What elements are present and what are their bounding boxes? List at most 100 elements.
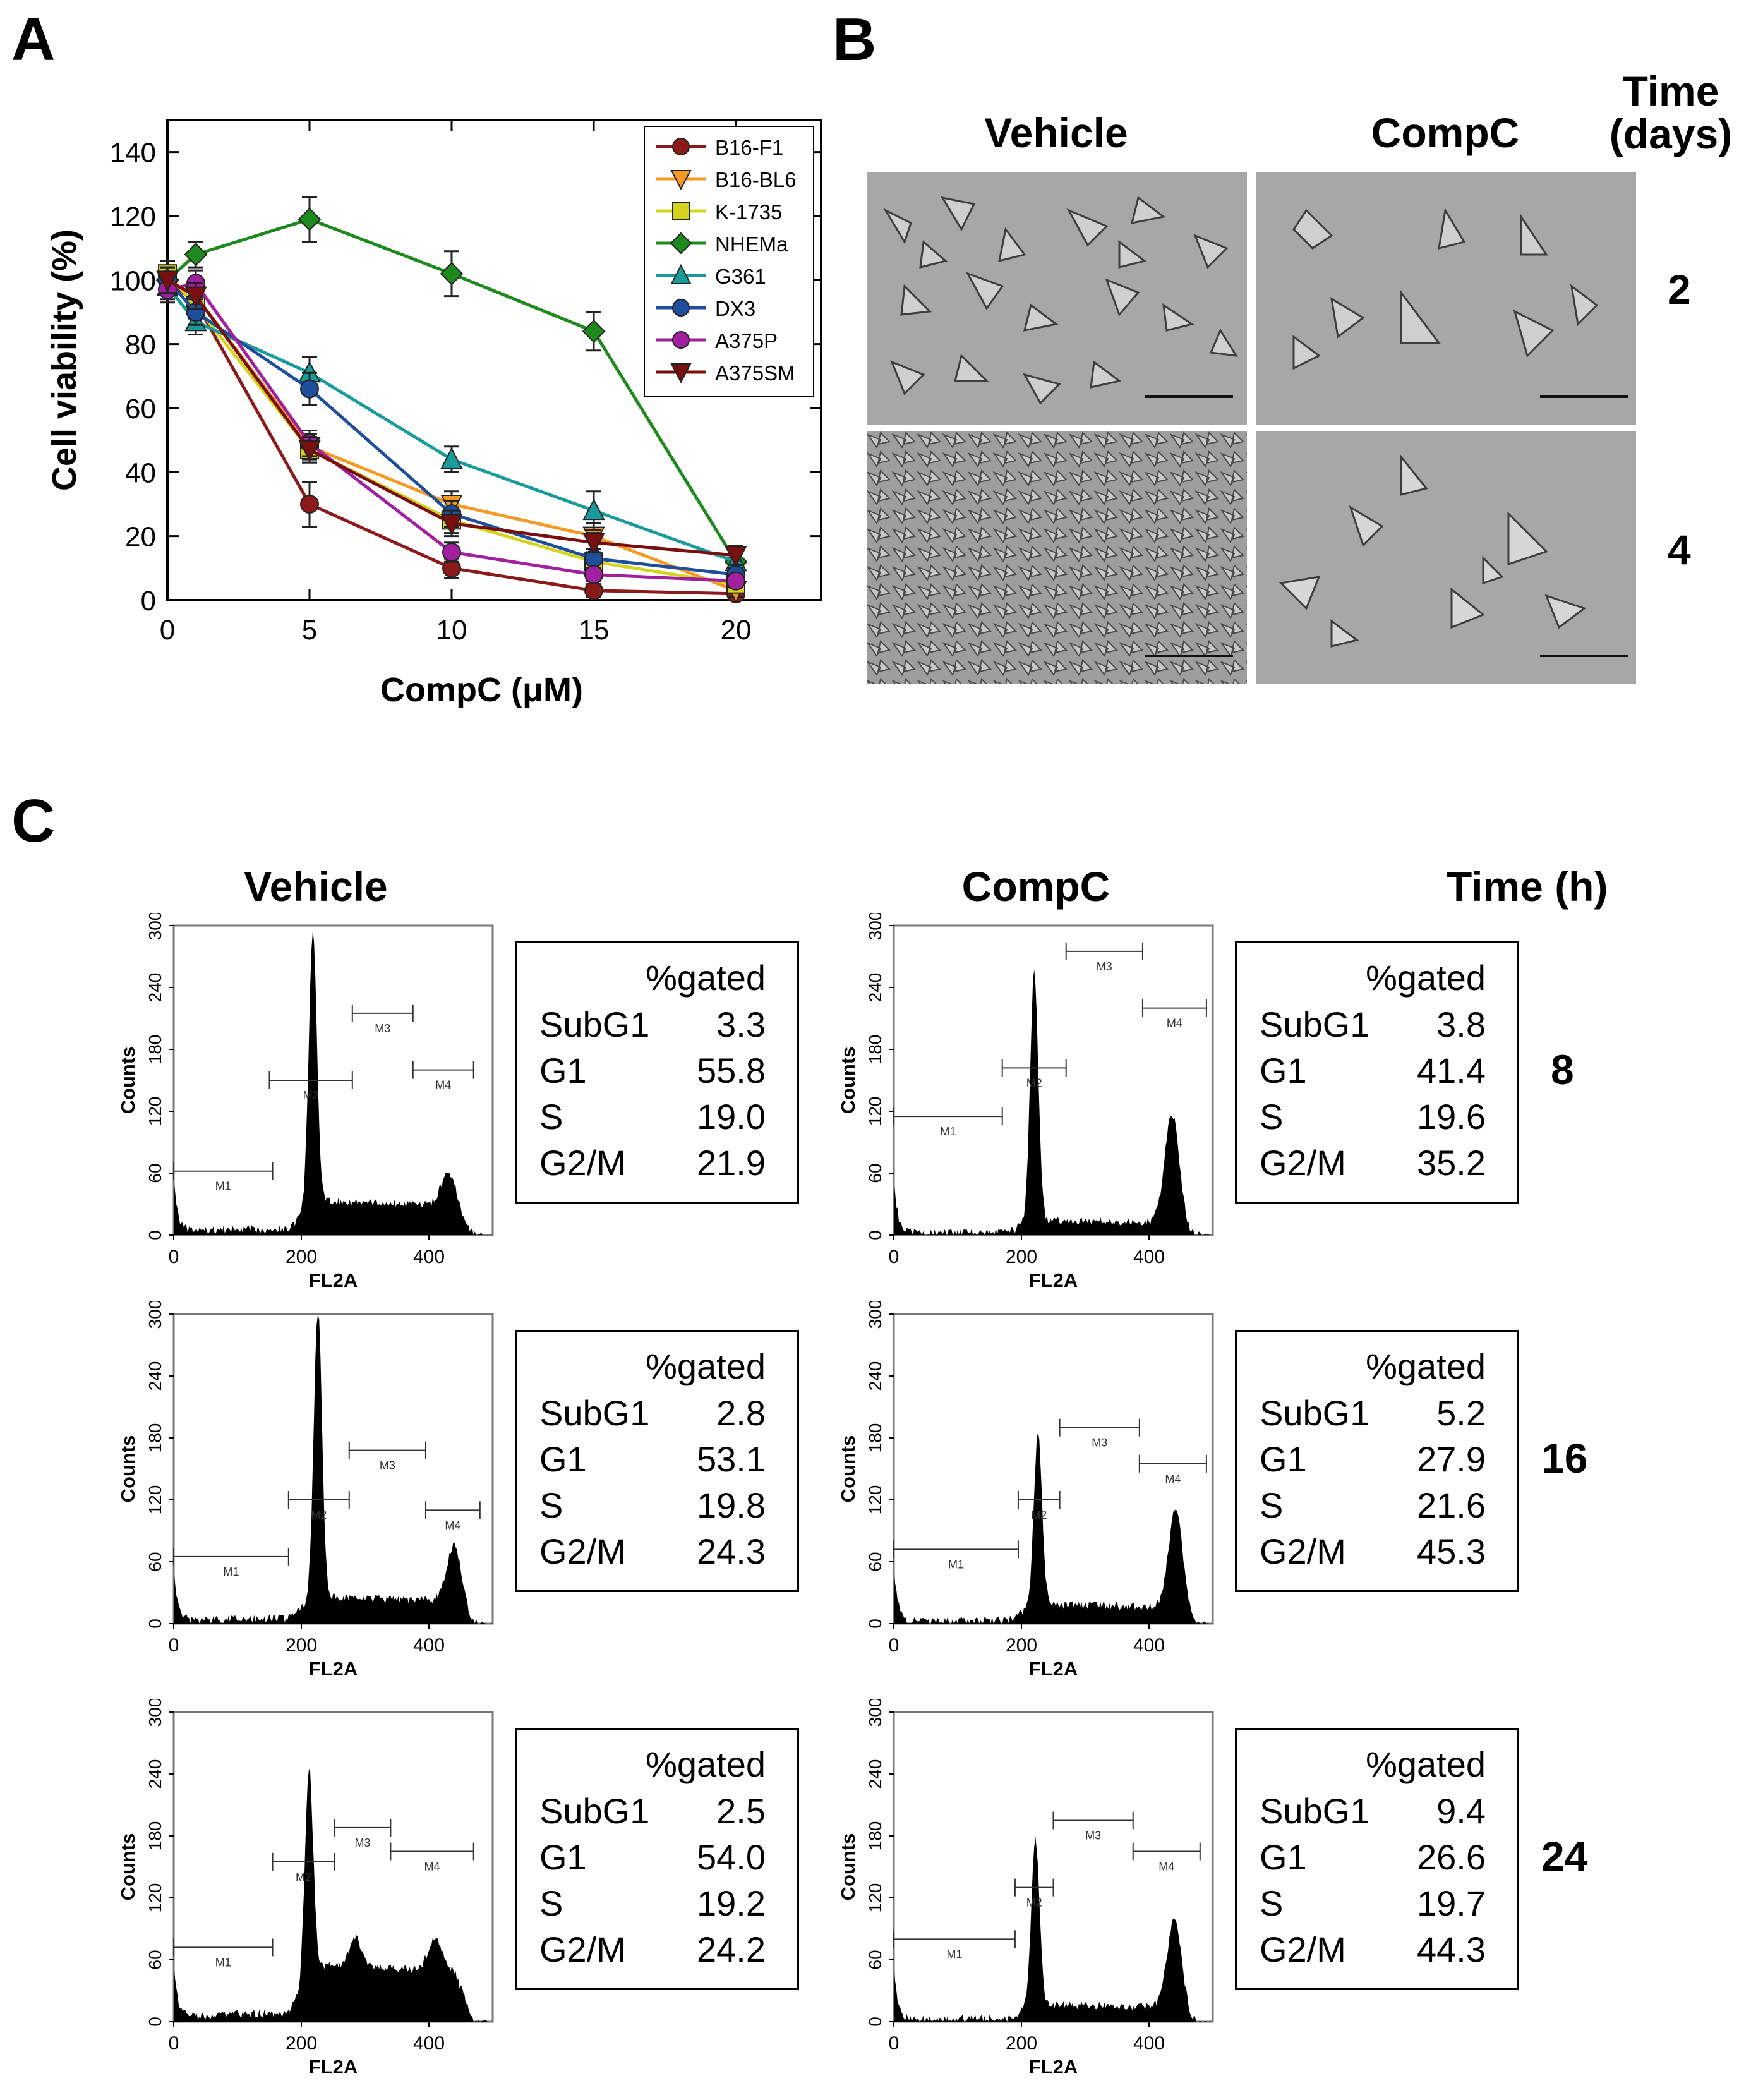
gated-table-header: %gated — [646, 958, 766, 998]
panel-letter-c: C — [11, 787, 56, 855]
data-point — [298, 440, 321, 462]
phase-label: S — [539, 1883, 563, 1923]
gate-label: M2 — [296, 1871, 311, 1883]
x-tick-label: 400 — [413, 1246, 445, 1267]
legend-label: DX3 — [715, 297, 755, 320]
x-tick-label: 200 — [286, 1635, 317, 1656]
viability-chart: 0 20 40 60 80 100 120 140 0 5 10 15 20 CompC (μM) Cell… — [45, 119, 822, 709]
y-axis-label: Counts — [837, 1047, 859, 1114]
y-tick-label: 300 — [865, 1699, 885, 1727]
y-tick-label: 60 — [145, 1552, 165, 1571]
phase-label: G1 — [1260, 1837, 1307, 1877]
x-tick-label: 20 — [721, 615, 752, 646]
data-point — [440, 514, 463, 536]
phase-value: 21.6 — [1417, 1485, 1486, 1525]
panel-b-time-header: Time (days) — [1608, 69, 1734, 155]
x-tick-label: 0 — [160, 615, 175, 646]
x-axis-label: FL2A — [309, 2056, 358, 2078]
y-tick-label: 240 — [865, 1361, 885, 1391]
panel-b-compc-header: CompC — [1371, 109, 1520, 156]
y-tick-label: 300 — [865, 1301, 885, 1329]
phase-label: G2/M — [1260, 1531, 1346, 1571]
x-tick-label: 200 — [286, 1246, 317, 1267]
y-tick-label: 0 — [141, 586, 156, 617]
phase-label: G1 — [1260, 1051, 1307, 1090]
y-tick-label: 0 — [865, 1619, 885, 1629]
data-point — [298, 207, 322, 231]
y-tick-label: 240 — [865, 1759, 885, 1789]
phase-value: 19.7 — [1417, 1883, 1486, 1923]
x-tick-label: 0 — [169, 1635, 179, 1656]
phase-label: G2/M — [539, 1929, 626, 1969]
x-tick-label: 0 — [169, 2033, 179, 2054]
gate-label: M2 — [1031, 1509, 1047, 1521]
y-tick-label: 0 — [865, 1230, 885, 1240]
x-tick-label: 5 — [302, 615, 317, 646]
x-tick-label: 200 — [1006, 1246, 1037, 1267]
histogram-compc-8h: 0 60 120 180 240 300 0 200 400 FL2A Counts M1 M2 M3 M4 — [837, 913, 1214, 1291]
panel-c-time-16h: 16 — [1541, 1435, 1588, 1481]
y-axis-label: Counts — [837, 1435, 859, 1503]
phase-value: 19.0 — [697, 1097, 766, 1137]
histogram-fill — [894, 1432, 1213, 1624]
y-tick-label: 140 — [110, 138, 156, 169]
micrograph-compc-day2 — [1256, 172, 1636, 425]
x-axis-label: CompC (μM) — [380, 671, 583, 709]
y-tick-label: 60 — [865, 1552, 885, 1571]
panel-b-time-day2: 2 — [1668, 266, 1691, 313]
x-axis-label: FL2A — [1029, 1269, 1078, 1291]
plot-frame — [166, 119, 822, 601]
y-tick-label: 120 — [110, 202, 156, 232]
y-tick-label: 60 — [145, 1163, 165, 1183]
phase-value: 3.8 — [1436, 1005, 1486, 1044]
phase-label: G1 — [539, 1439, 587, 1479]
panel-c-vehicle-header: Vehicle — [244, 863, 388, 910]
x-tick-label: 0 — [889, 2033, 900, 2054]
histogram-compc-16h: 0 60 120 180 240 300 0 200 400 FL2A Counts M1 M2 M3 M4 — [837, 1301, 1214, 1680]
legend-label: B16-BL6 — [715, 168, 796, 191]
phase-label: S — [1260, 1883, 1284, 1923]
gate-label: M4 — [1158, 1861, 1174, 1873]
phase-label: S — [1260, 1097, 1284, 1137]
y-tick-label: 0 — [145, 2017, 165, 2027]
x-tick-label: 400 — [1133, 2033, 1165, 2054]
y-tick-label: 300 — [865, 913, 885, 940]
phase-value: 53.1 — [697, 1439, 766, 1479]
phase-label: G2/M — [1260, 1929, 1346, 1969]
gate-label: M1 — [215, 1180, 231, 1193]
phase-label: SubG1 — [1260, 1005, 1370, 1044]
phase-value: 35.2 — [1417, 1143, 1486, 1183]
data-point — [300, 379, 319, 399]
gated-table-compc-16h: %gated SubG1 5.2 G1 27.9 S 21.6 G2/M 45.3 — [1235, 1330, 1519, 1592]
legend-marker — [670, 232, 692, 255]
micrograph-compc-day2-image — [1292, 207, 1628, 398]
cell-cluster — [1292, 207, 1599, 370]
y-tick-label: 180 — [865, 1821, 885, 1851]
y-tick-label: 0 — [145, 1619, 165, 1629]
y-axis-label: Cell viability (%) — [45, 229, 83, 491]
phase-value: 26.6 — [1417, 1837, 1486, 1877]
legend-marker — [670, 263, 692, 284]
y-tick-label: 100 — [110, 265, 156, 296]
gate-label: M4 — [435, 1079, 451, 1092]
phase-value: 2.8 — [716, 1393, 766, 1433]
data-point — [582, 319, 606, 343]
x-tick-label: 200 — [286, 2033, 317, 2054]
phase-value: 19.8 — [697, 1485, 766, 1525]
x-tick-label: 400 — [1133, 1246, 1165, 1267]
histogram-fill — [894, 969, 1213, 1235]
phase-value: 24.3 — [697, 1531, 766, 1571]
y-tick-label: 180 — [145, 1821, 165, 1851]
x-axis-label: FL2A — [1029, 2056, 1078, 2078]
y-tick-label: 120 — [145, 1883, 165, 1913]
y-tick-label: 120 — [145, 1097, 165, 1126]
legend-marker — [672, 138, 690, 155]
data-point — [440, 262, 464, 286]
y-tick-label: 40 — [125, 457, 156, 488]
gate-label: M4 — [445, 1519, 460, 1531]
dense-cell-layer — [867, 431, 1247, 684]
y-tick-label: 240 — [145, 1759, 165, 1789]
phase-label: S — [539, 1097, 563, 1137]
histogram-fill — [174, 1314, 493, 1624]
y-tick-label: 120 — [145, 1485, 165, 1515]
